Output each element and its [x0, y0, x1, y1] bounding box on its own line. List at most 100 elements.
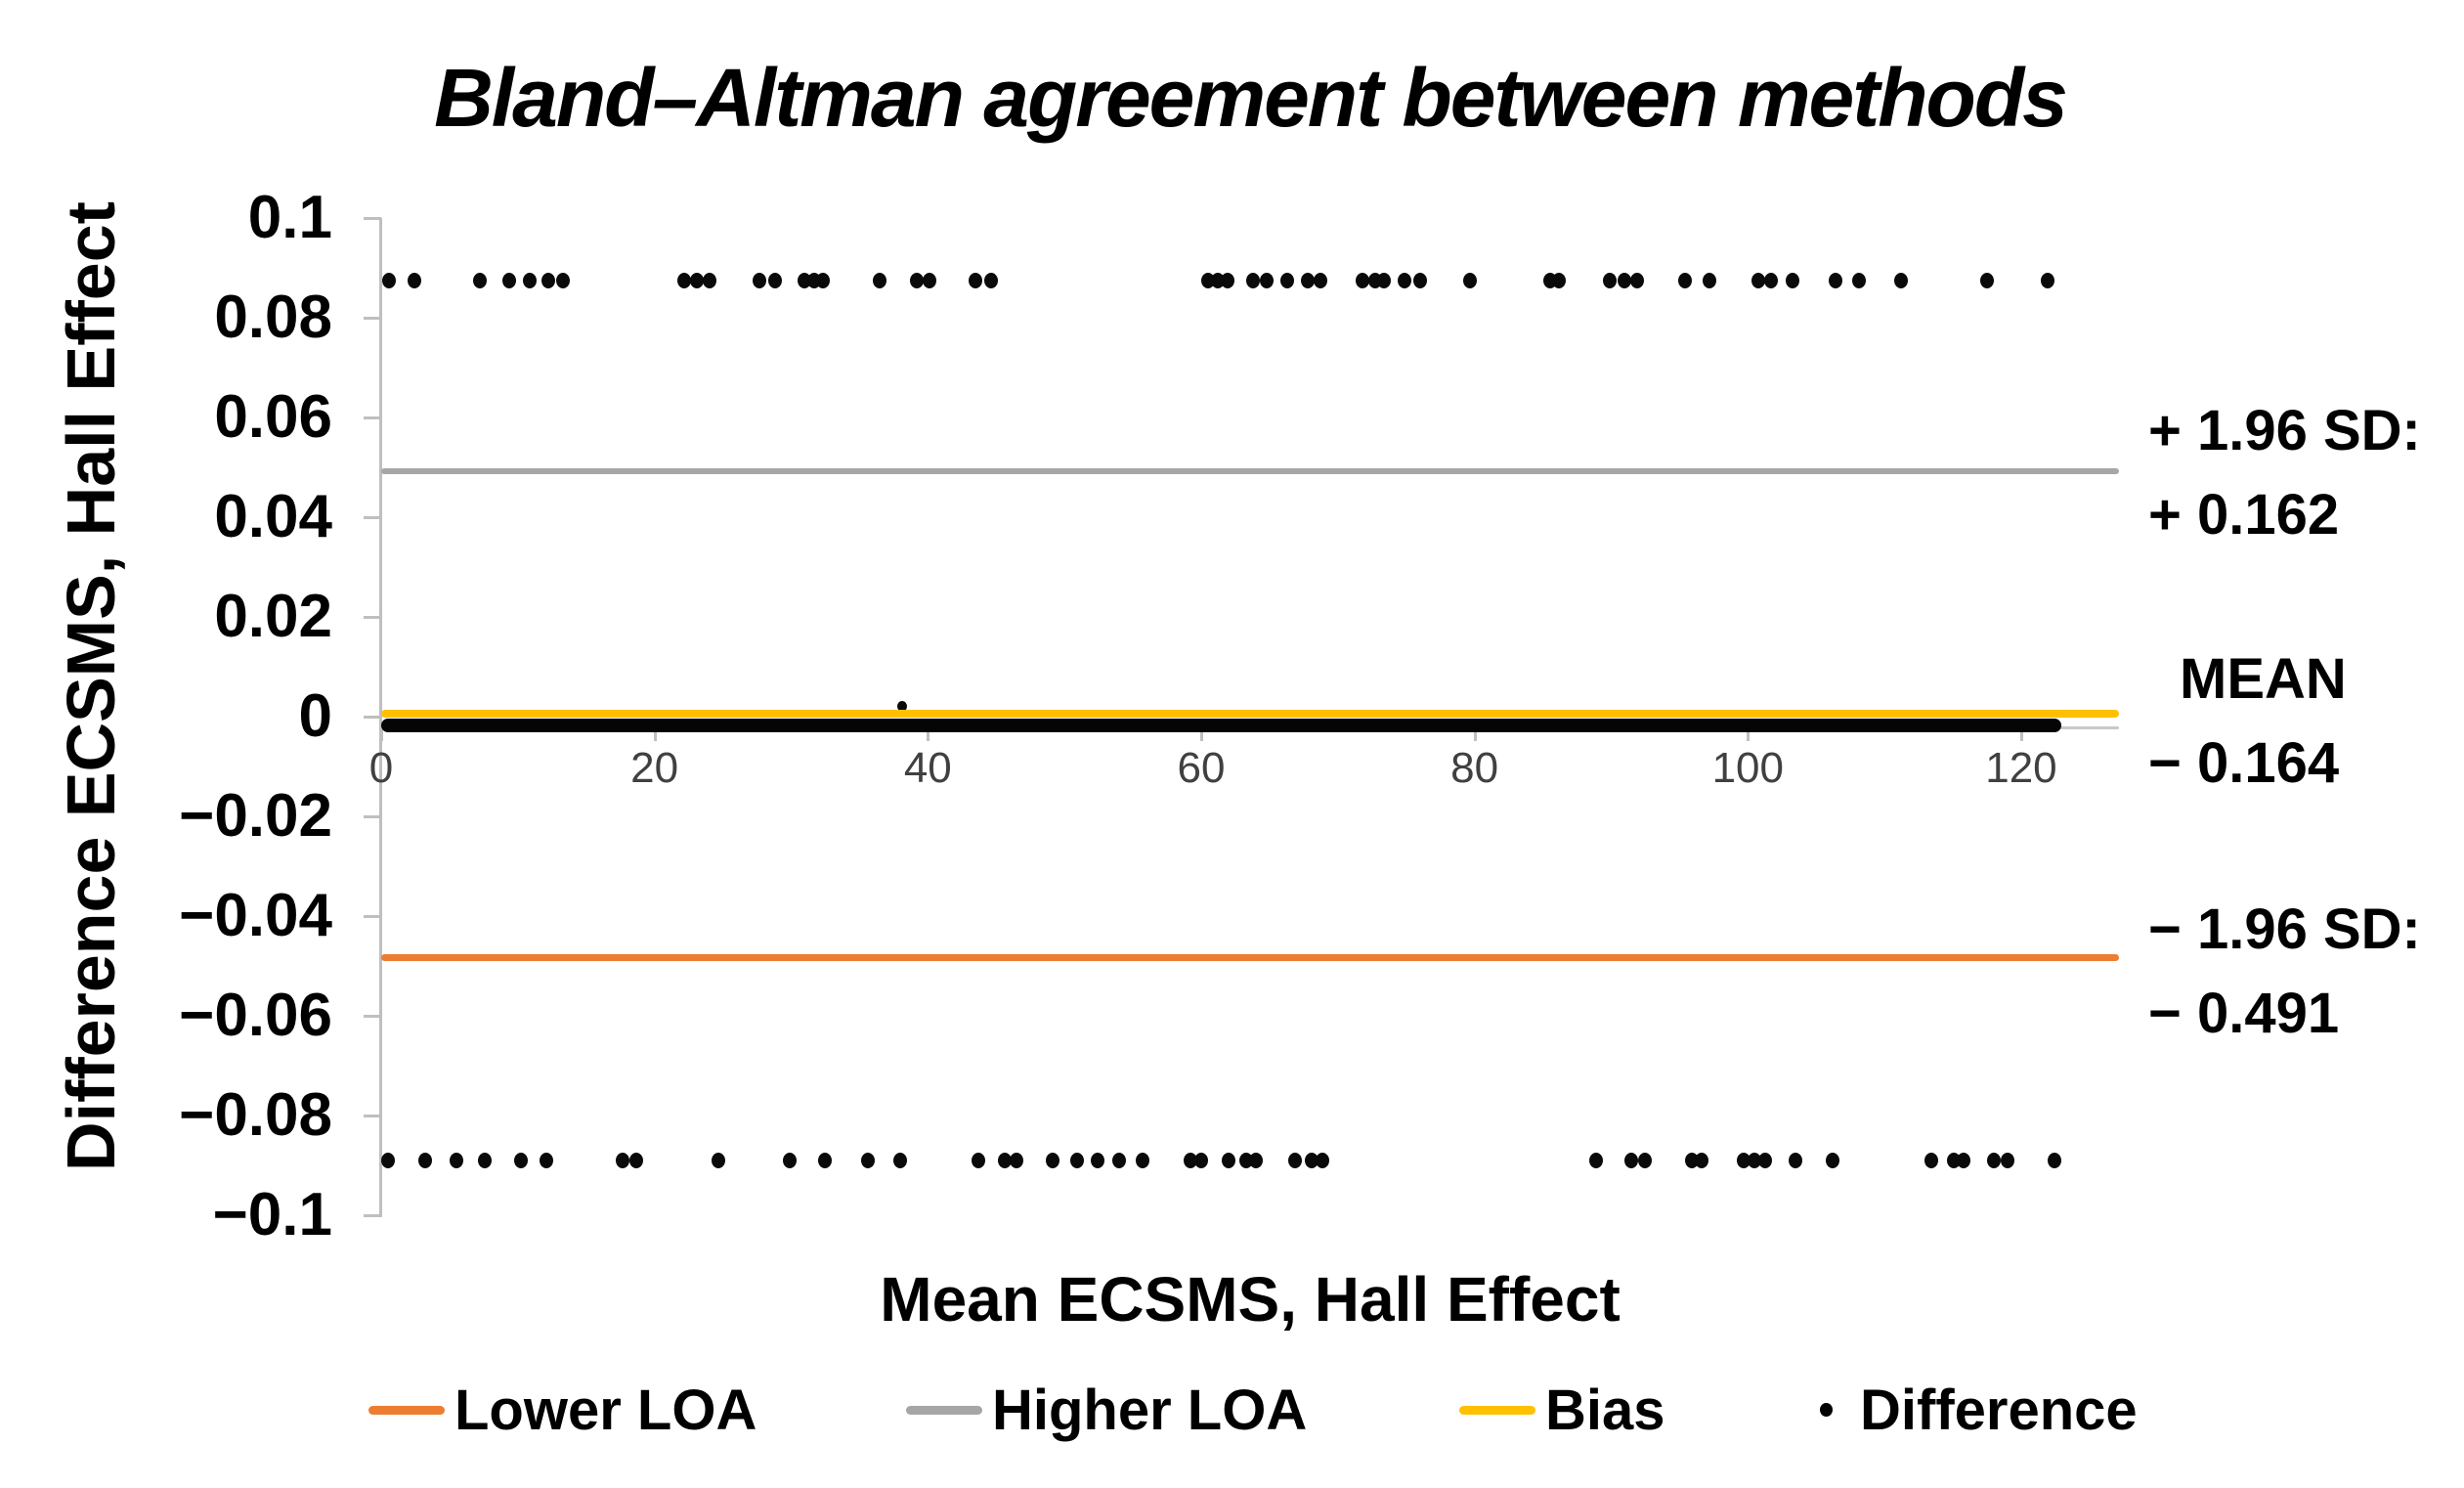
- y-axis-tick-label: 0.1: [247, 184, 332, 251]
- difference-point: [712, 1152, 726, 1168]
- x-axis-tick-label: 0: [368, 744, 394, 792]
- difference-point: [1069, 1152, 1084, 1168]
- difference-point: [1957, 1152, 1971, 1168]
- difference-point: [1758, 1152, 1773, 1168]
- y-axis-tick: [364, 1115, 381, 1117]
- y-axis-tick-label: −0.04: [179, 882, 332, 949]
- difference-point: [783, 1152, 798, 1168]
- difference-point: [616, 1152, 630, 1168]
- difference-point: [1624, 1152, 1639, 1168]
- annotation-upper-loa: + 1.96 SD: + 0.162: [2148, 389, 2464, 557]
- annotation-upper-loa-label: + 1.96 SD:: [2148, 399, 2421, 462]
- difference-point: [767, 272, 782, 288]
- legend-label-lower-loa: Lower LOA: [454, 1378, 757, 1442]
- bias-line-swatch: [1459, 1405, 1535, 1415]
- y-axis-tick: [364, 1015, 381, 1018]
- legend-label-difference: Difference: [1860, 1378, 2138, 1442]
- annotation-lower-loa-label: − 1.96 SD:: [2148, 897, 2421, 961]
- difference-point: [1313, 272, 1327, 288]
- y-axis-tick: [364, 815, 381, 818]
- x-axis-tick: [1747, 729, 1751, 741]
- x-axis-tick: [927, 729, 930, 741]
- difference-point: [1986, 1152, 2001, 1168]
- annotation-lower-loa-value: − 0.491: [2148, 982, 2340, 1045]
- difference-point: [472, 272, 487, 288]
- x-axis-tick-label: 60: [1177, 744, 1226, 792]
- x-axis-tick: [1473, 729, 1477, 741]
- annotation-mean: MEAN − 0.164: [2148, 637, 2464, 806]
- difference-point: [1377, 272, 1392, 288]
- difference-point: [860, 1152, 875, 1168]
- difference-point: [1603, 272, 1618, 288]
- difference-point: [753, 272, 767, 288]
- bias-line: [381, 710, 2119, 719]
- difference-point: [1789, 1152, 1803, 1168]
- difference-point: [1463, 272, 1478, 288]
- difference-point: [1589, 1152, 1604, 1168]
- difference-point: [1980, 272, 1994, 288]
- difference-point: [1280, 272, 1295, 288]
- x-axis-tick: [2019, 729, 2023, 741]
- legend-item-bias: Bias: [1459, 1371, 1665, 1449]
- difference-point: [1246, 272, 1261, 288]
- difference-point: [1764, 272, 1779, 288]
- difference-point: [555, 272, 570, 288]
- difference-point: [1045, 1152, 1059, 1168]
- x-axis-title: Mean ECSMS, Hall Effect: [880, 1264, 1621, 1335]
- difference-point: [893, 1152, 908, 1168]
- difference-point: [1220, 272, 1234, 288]
- x-axis-tick: [380, 729, 383, 741]
- legend-label-higher-loa: Higher LOA: [992, 1378, 1308, 1442]
- difference-point: [1301, 272, 1316, 288]
- y-axis-tick-label: −0.08: [179, 1081, 332, 1149]
- legend-item-difference: Difference: [1802, 1371, 2138, 1449]
- x-axis-tick-label: 120: [1985, 744, 2057, 792]
- y-axis-tick-label: −0.02: [179, 782, 332, 850]
- y-axis-tick: [364, 616, 381, 619]
- difference-point: [969, 272, 983, 288]
- difference-point: [478, 1152, 493, 1168]
- difference-point: [1112, 1152, 1127, 1168]
- difference-point: [1677, 272, 1692, 288]
- annotation-mean-label: MEAN: [2180, 647, 2347, 711]
- difference-point: [523, 272, 538, 288]
- difference-point: [2000, 1152, 2014, 1168]
- difference-point: [1305, 1152, 1319, 1168]
- difference-point: [1316, 1152, 1330, 1168]
- legend-label-bias: Bias: [1545, 1378, 1665, 1442]
- x-axis-tick-label: 80: [1450, 744, 1499, 792]
- chart-title: Bland–Altman agreement between methods: [434, 52, 2068, 144]
- difference-point: [1748, 1152, 1762, 1168]
- difference-point: [1737, 1152, 1751, 1168]
- difference-point: [1825, 1152, 1839, 1168]
- y-axis-tick: [364, 915, 381, 918]
- difference-point: [815, 272, 830, 288]
- x-axis-tick-label: 100: [1711, 744, 1784, 792]
- difference-point: [540, 272, 555, 288]
- difference-point: [972, 1152, 986, 1168]
- difference-dot-swatch: [1820, 1403, 1833, 1417]
- difference-point: [540, 1152, 554, 1168]
- difference-point: [873, 272, 887, 288]
- difference-point: [702, 272, 716, 288]
- difference-point: [1618, 272, 1632, 288]
- y-axis-tick-label: 0.02: [214, 583, 332, 650]
- legend-item-higher-loa: Higher LOA: [906, 1371, 1307, 1449]
- difference-point: [910, 272, 925, 288]
- difference-point: [417, 1152, 432, 1168]
- annotation-upper-loa-value: + 0.162: [2148, 483, 2340, 547]
- difference-point: [1703, 272, 1717, 288]
- legend: Lower LOA Higher LOA Bias Difference: [0, 1371, 2464, 1449]
- difference-point: [1090, 1152, 1104, 1168]
- y-axis-tick-label: 0: [298, 682, 332, 750]
- y-axis-tick: [364, 217, 381, 220]
- y-axis-tick: [364, 516, 381, 519]
- difference-point: [1630, 272, 1645, 288]
- difference-point: [407, 272, 421, 288]
- difference-point: [896, 701, 907, 712]
- difference-point: [1552, 272, 1567, 288]
- difference-point: [1355, 272, 1369, 288]
- annotation-lower-loa: − 1.96 SD: − 0.491: [2148, 888, 2464, 1056]
